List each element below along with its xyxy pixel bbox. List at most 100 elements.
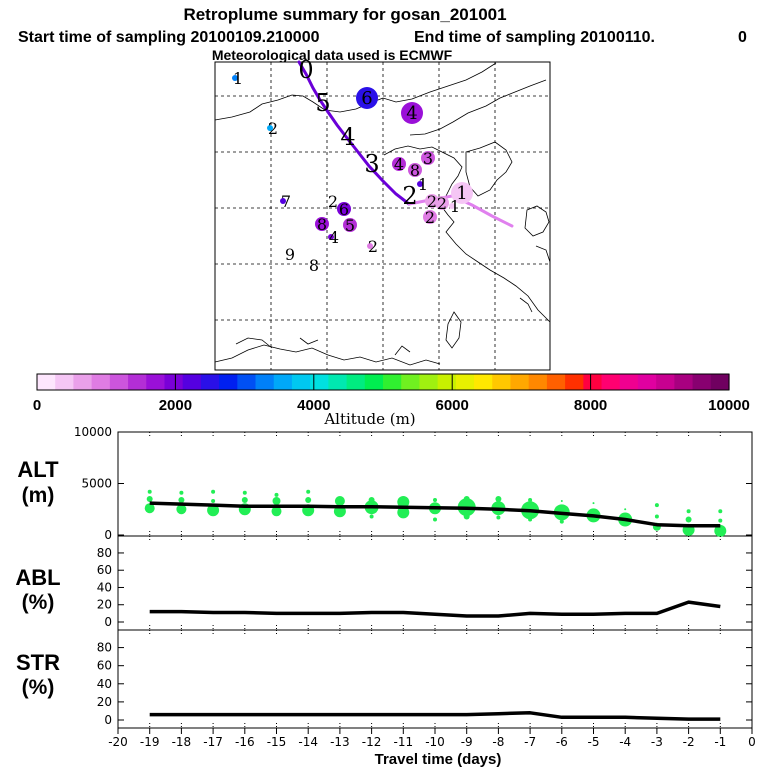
altitude-point xyxy=(685,516,692,523)
colorbar-cell xyxy=(437,374,457,390)
x-tick-label: -14 xyxy=(298,735,318,749)
x-tick-label: -7 xyxy=(524,735,536,749)
plume-marker-label: 6 xyxy=(361,88,372,109)
abl-panel: 0 20 40 60 80 xyxy=(97,536,752,630)
x-tick-label: -20 xyxy=(108,735,128,749)
colorbar-label: Altitude (m) xyxy=(323,410,415,428)
colorbar-cell xyxy=(419,374,439,390)
altitude-point xyxy=(178,496,185,503)
figure-title: Retroplume summary for gosan_201001 xyxy=(183,5,506,24)
colorbar-cell xyxy=(455,374,475,390)
colorbar-cell xyxy=(619,374,639,390)
plume-marker-label: 9 xyxy=(285,245,295,264)
x-tick-label: -18 xyxy=(172,735,192,749)
colorbar-cell xyxy=(55,374,75,390)
altitude-point xyxy=(241,496,248,503)
y-tick-label: 20 xyxy=(97,695,112,709)
altitude-point xyxy=(272,497,281,506)
colorbar-cell xyxy=(273,374,293,390)
y-tick-label: 20 xyxy=(97,598,112,612)
colorbar-cell xyxy=(601,374,621,390)
y-tick-label: 40 xyxy=(97,580,112,594)
x-axis-label: Travel time (days) xyxy=(375,751,502,768)
x-tick-label: -17 xyxy=(203,735,223,749)
map-grid xyxy=(215,62,550,370)
x-tick-label: -11 xyxy=(393,735,413,749)
plume-marker-label: 2 xyxy=(268,119,278,138)
x-tick-label: -19 xyxy=(140,735,160,749)
x-tick-label: -13 xyxy=(330,735,350,749)
altitude-point xyxy=(211,489,216,494)
x-tick-label: -2 xyxy=(683,735,695,749)
colorbar-cell xyxy=(328,374,348,390)
trajectory-upper xyxy=(297,60,411,206)
plume-marker-label: 1 xyxy=(456,183,467,204)
altitude-point xyxy=(397,506,410,519)
colorbar-cell xyxy=(474,374,493,390)
x-tick-label: -5 xyxy=(588,735,600,749)
colorbar-cell xyxy=(528,374,548,390)
plume-marker-label: 2 xyxy=(427,192,437,211)
altitude-point xyxy=(147,489,152,494)
altitude-point xyxy=(496,515,501,520)
colorbar-cell xyxy=(565,374,584,390)
plume-marker xyxy=(356,87,378,109)
altitude-point xyxy=(686,509,691,514)
altitude-point xyxy=(718,509,723,514)
x-tick-label: -8 xyxy=(492,735,504,749)
y-tick-label: 0 xyxy=(104,713,112,727)
plume-marker xyxy=(421,151,435,165)
plume-marker-label: 4 xyxy=(406,103,417,124)
plume-marker-label: 2 xyxy=(328,192,338,211)
plume-marker-label: 8 xyxy=(309,256,319,275)
colorbar-cell xyxy=(346,374,366,390)
track-day-label: 0 xyxy=(298,56,313,84)
altitude-point xyxy=(654,514,659,519)
y-tick-label: 80 xyxy=(97,546,112,560)
track-day-label: 2 xyxy=(402,182,417,210)
colorbar-cell xyxy=(492,374,512,390)
colorbar-cell xyxy=(128,374,147,390)
colorbar-cell xyxy=(310,374,329,390)
plume-marker xyxy=(435,196,449,210)
track-day-label: 5 xyxy=(315,89,330,117)
altitude-point xyxy=(334,496,345,507)
altitude-point xyxy=(559,519,564,524)
colorbar-cell xyxy=(255,374,275,390)
plume-marker-label: 6 xyxy=(339,200,349,219)
x-tick-label: -1 xyxy=(714,735,726,749)
y-tick-label: 80 xyxy=(97,641,112,655)
colorbar-cell xyxy=(583,374,603,390)
plume-marker xyxy=(449,203,455,209)
plume-marker-label: 1 xyxy=(233,69,243,88)
x-tick-label: -12 xyxy=(362,735,382,749)
y-tick-label: 60 xyxy=(97,659,112,673)
altitude-point xyxy=(271,506,282,517)
plume-marker xyxy=(337,202,351,216)
plume-marker xyxy=(232,75,238,81)
plume-marker-label: 2 xyxy=(425,208,435,227)
altitude-point xyxy=(397,496,410,509)
altitude-point xyxy=(274,492,279,497)
altitude-point xyxy=(495,495,502,502)
colorbar-cell xyxy=(219,374,238,390)
colorbar-cell xyxy=(164,374,184,390)
colorbar-cell xyxy=(692,374,712,390)
plume-marker-label: 3 xyxy=(423,149,433,168)
colorbar-cell xyxy=(674,374,694,390)
colorbar-cell xyxy=(73,374,93,390)
series-line xyxy=(149,711,721,721)
colorbar-cell xyxy=(200,374,220,390)
y-tick-label: 60 xyxy=(97,563,112,577)
colorbar-tick-label: 8000 xyxy=(574,397,607,414)
plume-marker xyxy=(315,217,329,231)
altitude-point xyxy=(560,500,563,503)
altitude-point xyxy=(242,490,247,495)
plume-marker xyxy=(280,198,286,204)
time-panels xyxy=(117,431,753,729)
colorbar-tick-label: 0 xyxy=(33,397,41,414)
colorbar-cell xyxy=(656,374,675,390)
start-time-text: Start time of sampling 20100109.210000 xyxy=(18,29,320,46)
